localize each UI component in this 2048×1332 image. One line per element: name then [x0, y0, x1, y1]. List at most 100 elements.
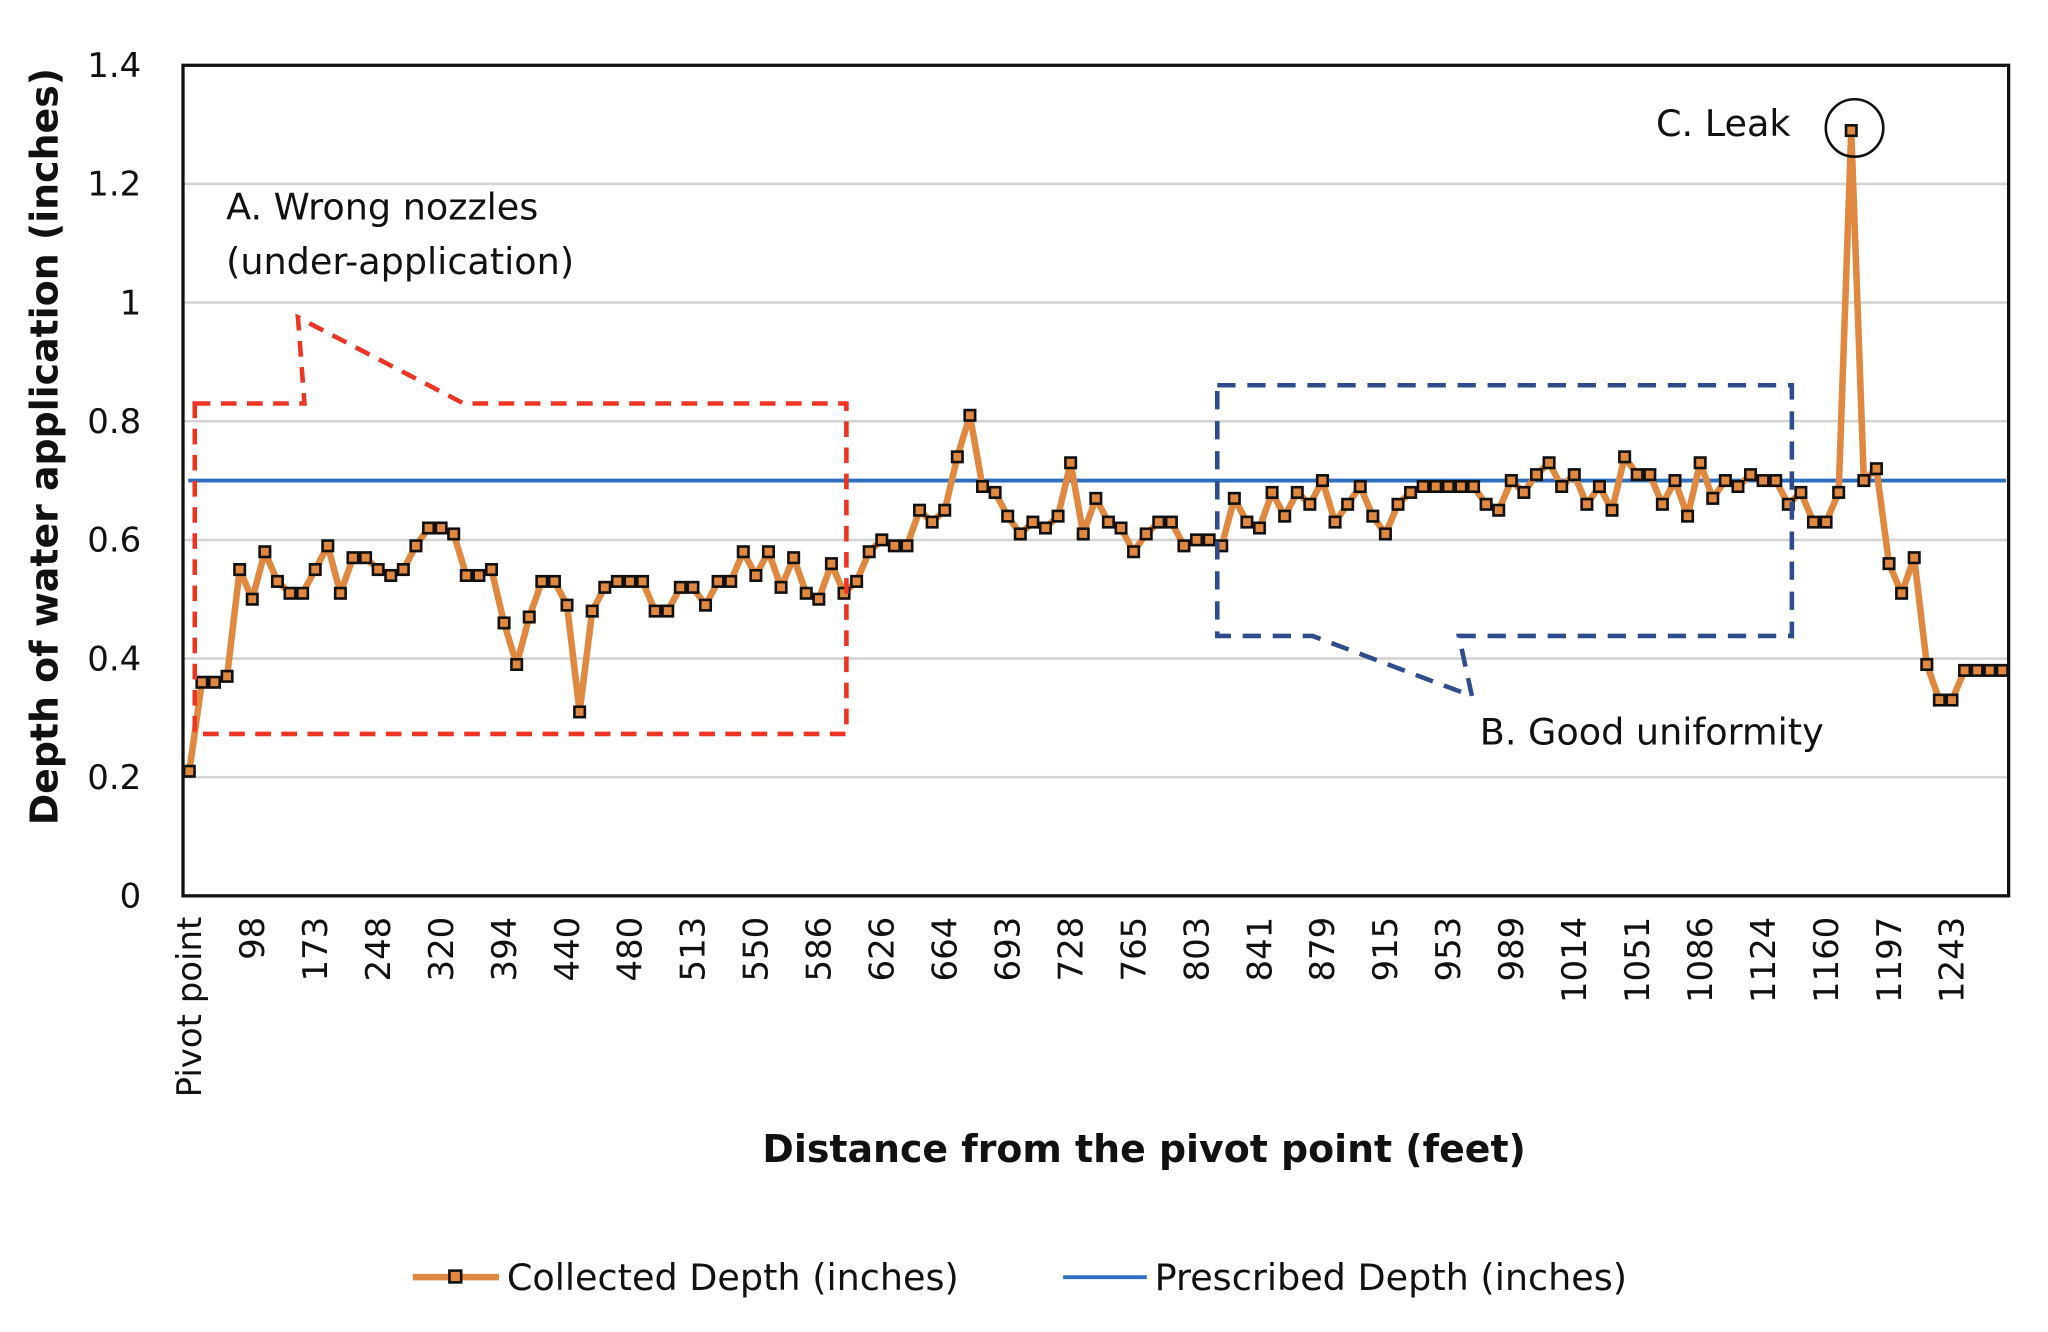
data-point-marker	[1139, 527, 1153, 541]
data-point-marker	[1441, 479, 1455, 494]
data-point-marker	[585, 604, 599, 618]
legend-collected-marker	[448, 1269, 463, 1284]
data-point-marker	[1366, 509, 1380, 523]
x-tick-label: 394	[485, 917, 525, 982]
x-tick-label: 513	[674, 917, 714, 982]
data-point-marker	[1706, 491, 1720, 505]
x-tick-label: 248	[359, 917, 399, 982]
x-tick-label: 841	[1240, 917, 1280, 982]
data-point-marker	[1907, 551, 1921, 565]
y-tick-label: 1	[120, 283, 142, 323]
data-point-marker	[447, 527, 461, 541]
x-tick-label: 550	[737, 917, 777, 982]
x-tick-label: 1243	[1933, 917, 1973, 1003]
annotation-c-circle	[1824, 97, 1885, 159]
data-point-marker	[1227, 491, 1241, 505]
x-tick-label: 173	[296, 917, 336, 982]
data-point-marker	[1567, 468, 1581, 482]
data-point-marker	[258, 545, 272, 559]
annotation-b-label: B. Good uniformity	[1480, 710, 1824, 753]
data-point-marker	[409, 539, 423, 553]
x-tick-label: 1014	[1555, 917, 1595, 1003]
data-point-marker	[1492, 503, 1506, 517]
data-point-marker	[535, 574, 549, 588]
data-point-marker	[1958, 663, 1972, 677]
data-point-marker	[421, 521, 436, 535]
x-tick-label: 664	[925, 917, 965, 982]
data-point-marker	[245, 592, 259, 606]
x-tick-label: 586	[800, 917, 840, 982]
x-tick-label: 879	[1303, 917, 1343, 982]
annotation-c-label: C. Leak	[1656, 102, 1791, 145]
data-point-marker	[1580, 497, 1594, 511]
data-point-marker	[938, 503, 952, 517]
data-point-marker	[1265, 485, 1279, 499]
data-point-marker	[396, 563, 410, 577]
data-point-marker	[1945, 693, 1959, 707]
data-point-marker	[950, 450, 964, 464]
data-point-marker	[1895, 586, 1909, 600]
data-point-marker	[1693, 456, 1707, 470]
data-point-marker	[233, 563, 247, 577]
x-tick-label: 1160	[1807, 917, 1847, 1003]
x-tick-label: 1124	[1744, 917, 1784, 1003]
data-point-marker	[1844, 124, 1858, 138]
data-point-marker	[673, 580, 687, 594]
data-point-marker	[220, 669, 234, 683]
data-point-marker	[573, 705, 587, 719]
data-point-marker	[711, 574, 725, 588]
data-point-marker	[1278, 509, 1292, 523]
data-point-marker	[1064, 456, 1078, 470]
x-tick-label: 1197	[1870, 917, 1910, 1003]
data-point-marker	[1177, 539, 1191, 553]
data-point-marker	[308, 563, 322, 577]
data-point-marker	[1328, 515, 1342, 529]
data-point-marker	[333, 586, 347, 600]
legend-collected-label: Collected Depth (inches)	[507, 1256, 959, 1299]
data-point-marker	[1920, 657, 1934, 671]
data-point-marker	[459, 568, 473, 583]
data-point-marker	[1605, 503, 1619, 517]
data-point-marker	[925, 515, 939, 529]
annotation-b-callout	[1214, 382, 1795, 700]
data-point-marker	[1303, 497, 1317, 511]
plot-area-border	[181, 63, 2011, 898]
data-point-marker	[1756, 474, 1770, 488]
data-point-marker	[1932, 693, 1946, 707]
data-point-marker	[1013, 527, 1027, 541]
data-point-marker	[484, 563, 499, 577]
data-point-marker	[1051, 509, 1065, 523]
data-point-marker	[610, 574, 624, 588]
data-point-marker	[1038, 521, 1052, 535]
data-point-marker	[1152, 515, 1166, 529]
data-point-marker	[1555, 479, 1569, 494]
data-point-marker	[1592, 479, 1606, 494]
data-point-marker	[182, 764, 196, 778]
y-tick-label: 0.8	[87, 402, 141, 442]
data-point-marker	[371, 563, 385, 577]
y-tick-label: 1.4	[87, 46, 141, 86]
data-point-marker	[648, 604, 662, 618]
data-point-marker	[1467, 479, 1481, 494]
data-point-marker	[1429, 479, 1443, 494]
data-point-marker	[850, 574, 864, 588]
data-point-marker	[1857, 474, 1871, 488]
y-tick-label: 0.2	[87, 758, 141, 798]
data-point-marker	[812, 592, 826, 606]
annotation-a-callout	[192, 313, 849, 737]
x-tick-label: 803	[1177, 917, 1217, 982]
data-point-marker	[522, 610, 536, 624]
y-axis-title: Depth of water application (inches)	[23, 68, 67, 825]
data-point-marker	[1995, 663, 2009, 677]
data-point-marker	[1983, 663, 1997, 677]
x-tick-label: 953	[1429, 917, 1469, 982]
data-point-marker	[1832, 485, 1846, 499]
data-point-marker	[837, 586, 851, 600]
data-point-marker	[497, 616, 511, 630]
data-point-marker	[1089, 491, 1103, 505]
data-point-marker	[1240, 515, 1254, 529]
x-tick-label: 915	[1366, 917, 1406, 982]
data-point-marker	[598, 580, 612, 594]
data-point-marker	[1315, 474, 1329, 488]
